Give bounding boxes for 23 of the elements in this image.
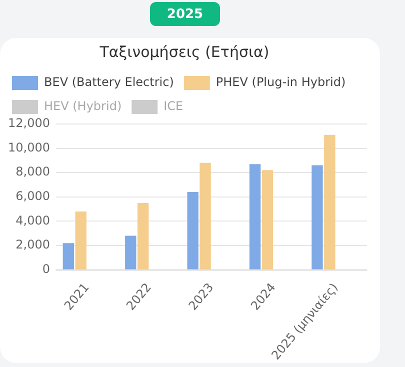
y-tick-label: 0 [42,262,50,276]
bar [137,202,149,270]
legend-label: BEV (Battery Electric) [44,75,174,90]
y-tick-label: 2,000 [16,238,50,252]
y-tick-label: 10,000 [8,140,50,154]
text: 2025 [150,2,220,26]
chart-title: Ταξινομήσεις (Ετήσια) [98,42,270,61]
legend-label: PHEV (Plug-in Hybrid) [216,75,346,90]
bar [62,243,74,270]
y-tick-label: 8,000 [16,164,50,179]
bar [125,236,136,270]
bar [249,164,261,270]
bar [262,170,274,270]
bar [324,134,336,270]
y-tick-label: 4,000 [16,213,50,228]
legend-label: ICE [164,99,184,114]
bar [312,165,323,270]
legend-label: HEV (Hybrid) [44,99,122,114]
bar [200,162,211,270]
y-tick-label: 12,000 [8,116,50,130]
bar [187,192,198,270]
bar [75,211,86,270]
y-tick-label: 6,000 [16,189,50,204]
